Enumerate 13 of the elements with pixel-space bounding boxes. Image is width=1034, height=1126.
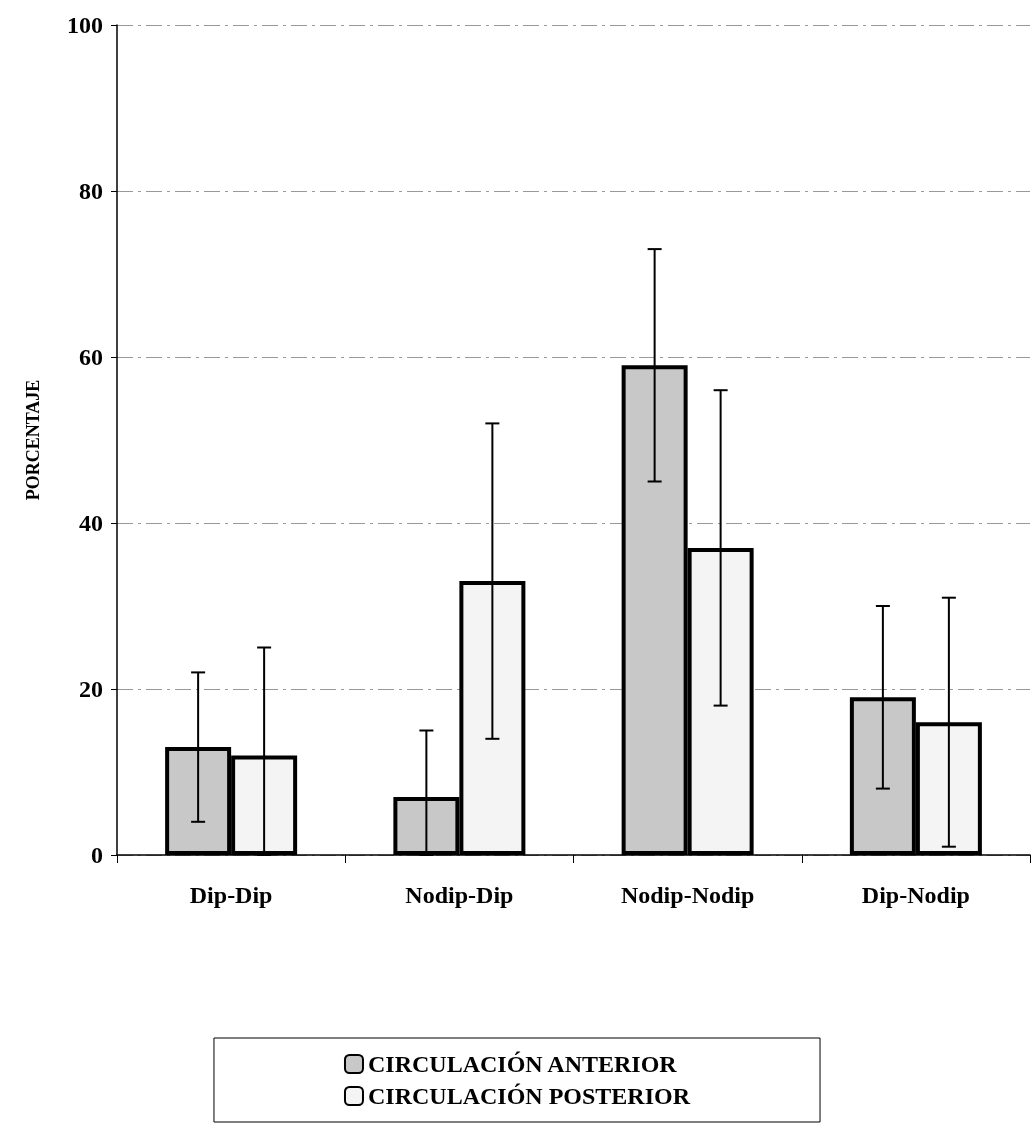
y-axis-title: PORCENTAJE — [23, 379, 43, 501]
legend-label: CIRCULACIÓN POSTERIOR — [367, 1083, 691, 1109]
y-tick-label: 80 — [79, 178, 103, 204]
y-tick-label: 20 — [79, 676, 103, 702]
x-tick-label: Dip-Nodip — [861, 882, 970, 908]
x-tick-label: Dip-Dip — [189, 882, 273, 908]
x-tick-label: Nodip-Nodip — [620, 882, 755, 908]
x-tick-label: Nodip-Dip — [405, 882, 514, 908]
y-tick-label: 60 — [79, 344, 103, 370]
y-tick-label: 0 — [91, 842, 103, 868]
legend-label: CIRCULACIÓN ANTERIOR — [367, 1051, 678, 1077]
y-tick-label: 100 — [67, 12, 103, 38]
y-tick-label: 40 — [79, 510, 103, 536]
